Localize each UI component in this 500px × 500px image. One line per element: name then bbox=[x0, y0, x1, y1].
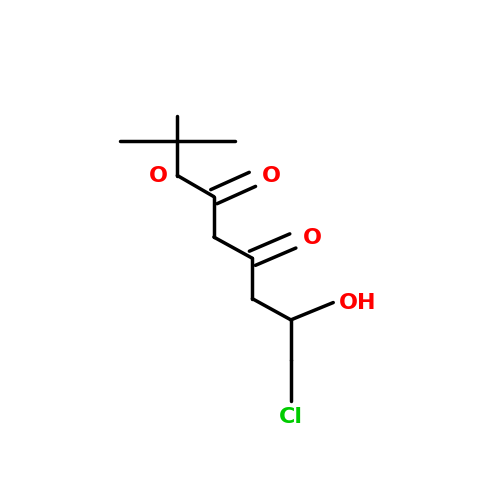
Text: Cl: Cl bbox=[279, 408, 303, 428]
Text: OH: OH bbox=[339, 292, 376, 312]
Text: O: O bbox=[148, 166, 168, 186]
Text: O: O bbox=[302, 228, 322, 248]
Text: O: O bbox=[262, 166, 281, 186]
